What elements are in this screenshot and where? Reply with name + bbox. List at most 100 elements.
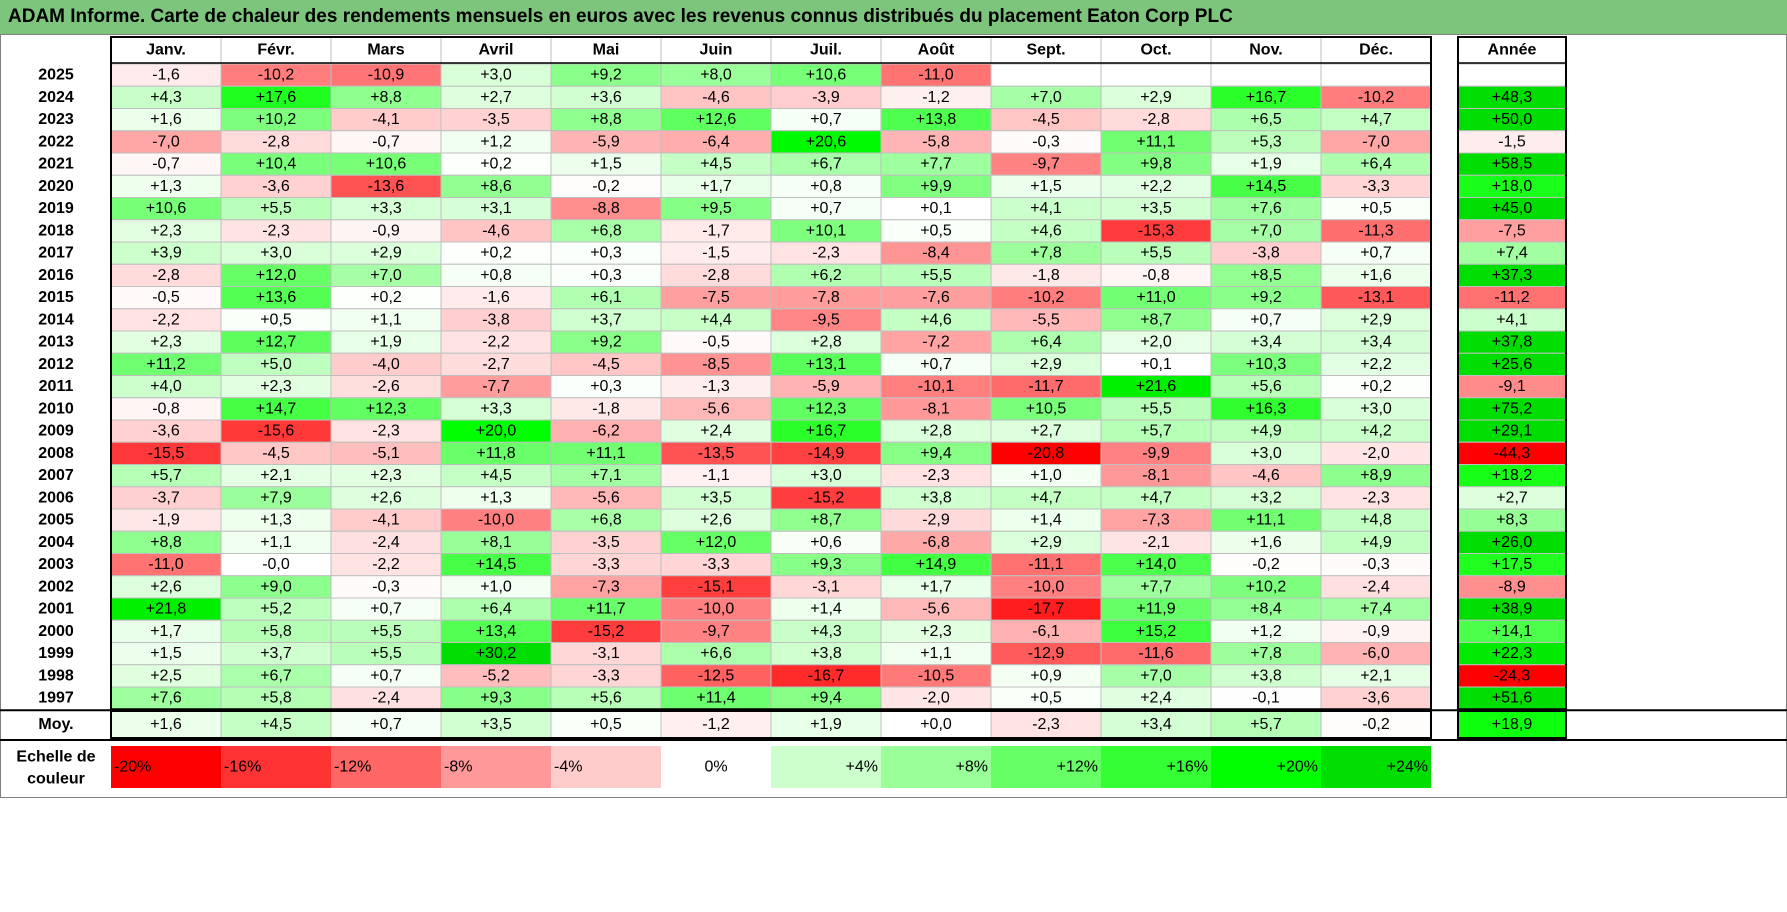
- cell-value: -2,8: [1142, 111, 1170, 128]
- cell-value: -3,8: [482, 311, 510, 328]
- cell-value: +11,9: [1136, 601, 1175, 618]
- cell-value: -2,7: [482, 356, 510, 373]
- cell-value: +9,5: [700, 200, 732, 217]
- cell-value: -4,6: [482, 222, 510, 239]
- annual-value: +37,3: [1492, 267, 1533, 284]
- cell-value: +0,5: [920, 222, 952, 239]
- cell-value: -2,3: [812, 245, 840, 262]
- cell-value: -15,5: [148, 445, 185, 462]
- average-value: +5,7: [1250, 716, 1282, 733]
- cell-value: -16,7: [808, 667, 845, 684]
- cell-value: +12,6: [696, 111, 737, 128]
- cell-value: +2,1: [260, 467, 292, 484]
- year-label: 2015: [38, 289, 74, 306]
- cell-value: +7,7: [1140, 578, 1172, 595]
- cell-value: +6,2: [810, 267, 842, 284]
- average-annual-value: +18,9: [1492, 716, 1533, 733]
- cell-value: +5,0: [260, 356, 292, 373]
- cell-value: +3,4: [1360, 334, 1392, 351]
- average-value: +0,5: [590, 716, 622, 733]
- cell-value: +0,2: [1360, 378, 1392, 395]
- cell-value: -14,9: [808, 445, 845, 462]
- cell-value: +2,9: [1140, 89, 1172, 106]
- scale-label-value: +24%: [1387, 759, 1428, 776]
- cell-value: +1,6: [1360, 267, 1392, 284]
- scale-swatch: [331, 746, 441, 788]
- average-value: -1,2: [702, 716, 730, 733]
- cell-value: +2,9: [1360, 311, 1392, 328]
- heat-cell: [1210, 63, 1322, 87]
- cell-value: +1,7: [700, 178, 732, 195]
- annual-value: +75,2: [1492, 400, 1533, 417]
- cell-value: -0,8: [152, 400, 180, 417]
- cell-value: -1,9: [152, 512, 180, 529]
- cell-value: -8,1: [1142, 467, 1170, 484]
- cell-value: +4,9: [1360, 534, 1392, 551]
- cell-value: +1,0: [1030, 467, 1062, 484]
- cell-value: +2,8: [920, 423, 952, 440]
- cell-value: +1,3: [480, 489, 512, 506]
- cell-value: +8,9: [1360, 467, 1392, 484]
- cell-value: +8,8: [150, 534, 182, 551]
- cell-value: -8,8: [592, 200, 620, 217]
- cell-value: -13,1: [1358, 289, 1395, 306]
- heat-cell: [990, 63, 1102, 87]
- cell-value: +7,0: [1140, 667, 1172, 684]
- annual-value: +7,4: [1496, 245, 1528, 262]
- cell-value: +4,5: [700, 156, 732, 173]
- scale-swatch: [661, 746, 771, 788]
- cell-value: +1,6: [1250, 534, 1282, 551]
- cell-value: +7,8: [1250, 645, 1282, 662]
- average-cell: [1210, 710, 1322, 739]
- cell-value: +3,2: [1250, 489, 1282, 506]
- cell-value: -10,1: [918, 378, 955, 395]
- cell-value: -10,9: [368, 67, 405, 84]
- annual-value: +18,0: [1492, 178, 1533, 195]
- cell-value: -0,8: [1142, 267, 1170, 284]
- scale-swatch: [111, 746, 221, 788]
- cell-value: +0,7: [810, 200, 842, 217]
- cell-value: +1,0: [480, 578, 512, 595]
- annual-value: -9,1: [1498, 378, 1526, 395]
- cell-value: +8,7: [810, 512, 842, 529]
- scale-label-value: -12%: [334, 759, 371, 776]
- cell-value: -10,2: [1358, 89, 1395, 106]
- cell-value: +7,0: [1250, 222, 1282, 239]
- cell-value: +10,1: [806, 222, 847, 239]
- cell-value: -3,5: [482, 111, 510, 128]
- cell-value: -1,8: [592, 400, 620, 417]
- cell-value: +13,8: [916, 111, 957, 128]
- cell-value: -1,5: [702, 245, 730, 262]
- cell-value: +6,6: [700, 645, 732, 662]
- cell-value: +11,0: [1136, 289, 1175, 306]
- scale-swatch: [771, 746, 881, 788]
- cell-value: +0,8: [480, 267, 512, 284]
- cell-value: +11,1: [1246, 512, 1285, 529]
- cell-value: +3,0: [1360, 400, 1392, 417]
- cell-value: -8,4: [922, 245, 950, 262]
- cell-value: -7,7: [482, 378, 510, 395]
- cell-value: +1,4: [810, 601, 842, 618]
- cell-value: +3,5: [700, 489, 732, 506]
- annual-value: +38,9: [1492, 601, 1533, 618]
- cell-value: +9,8: [1140, 156, 1172, 173]
- cell-value: +0,6: [810, 534, 842, 551]
- cell-value: -6,0: [1362, 645, 1390, 662]
- cell-value: +9,2: [590, 334, 622, 351]
- average-border: [110, 710, 1432, 739]
- cell-value: -15,6: [258, 423, 295, 440]
- cell-value: -7,3: [1142, 512, 1170, 529]
- average-cell: [990, 710, 1102, 739]
- cell-value: +0,2: [370, 289, 402, 306]
- cell-value: +1,1: [260, 534, 292, 551]
- cell-value: -0,0: [262, 556, 290, 573]
- cell-value: -2,8: [702, 267, 730, 284]
- cell-value: +3,7: [590, 311, 622, 328]
- average-value: -2,3: [1032, 716, 1060, 733]
- cell-value: -3,3: [1362, 178, 1390, 195]
- cell-value: -3,1: [592, 645, 620, 662]
- cell-value: -0,3: [1032, 133, 1060, 150]
- cell-value: +3,8: [920, 489, 952, 506]
- cell-value: -3,9: [812, 89, 840, 106]
